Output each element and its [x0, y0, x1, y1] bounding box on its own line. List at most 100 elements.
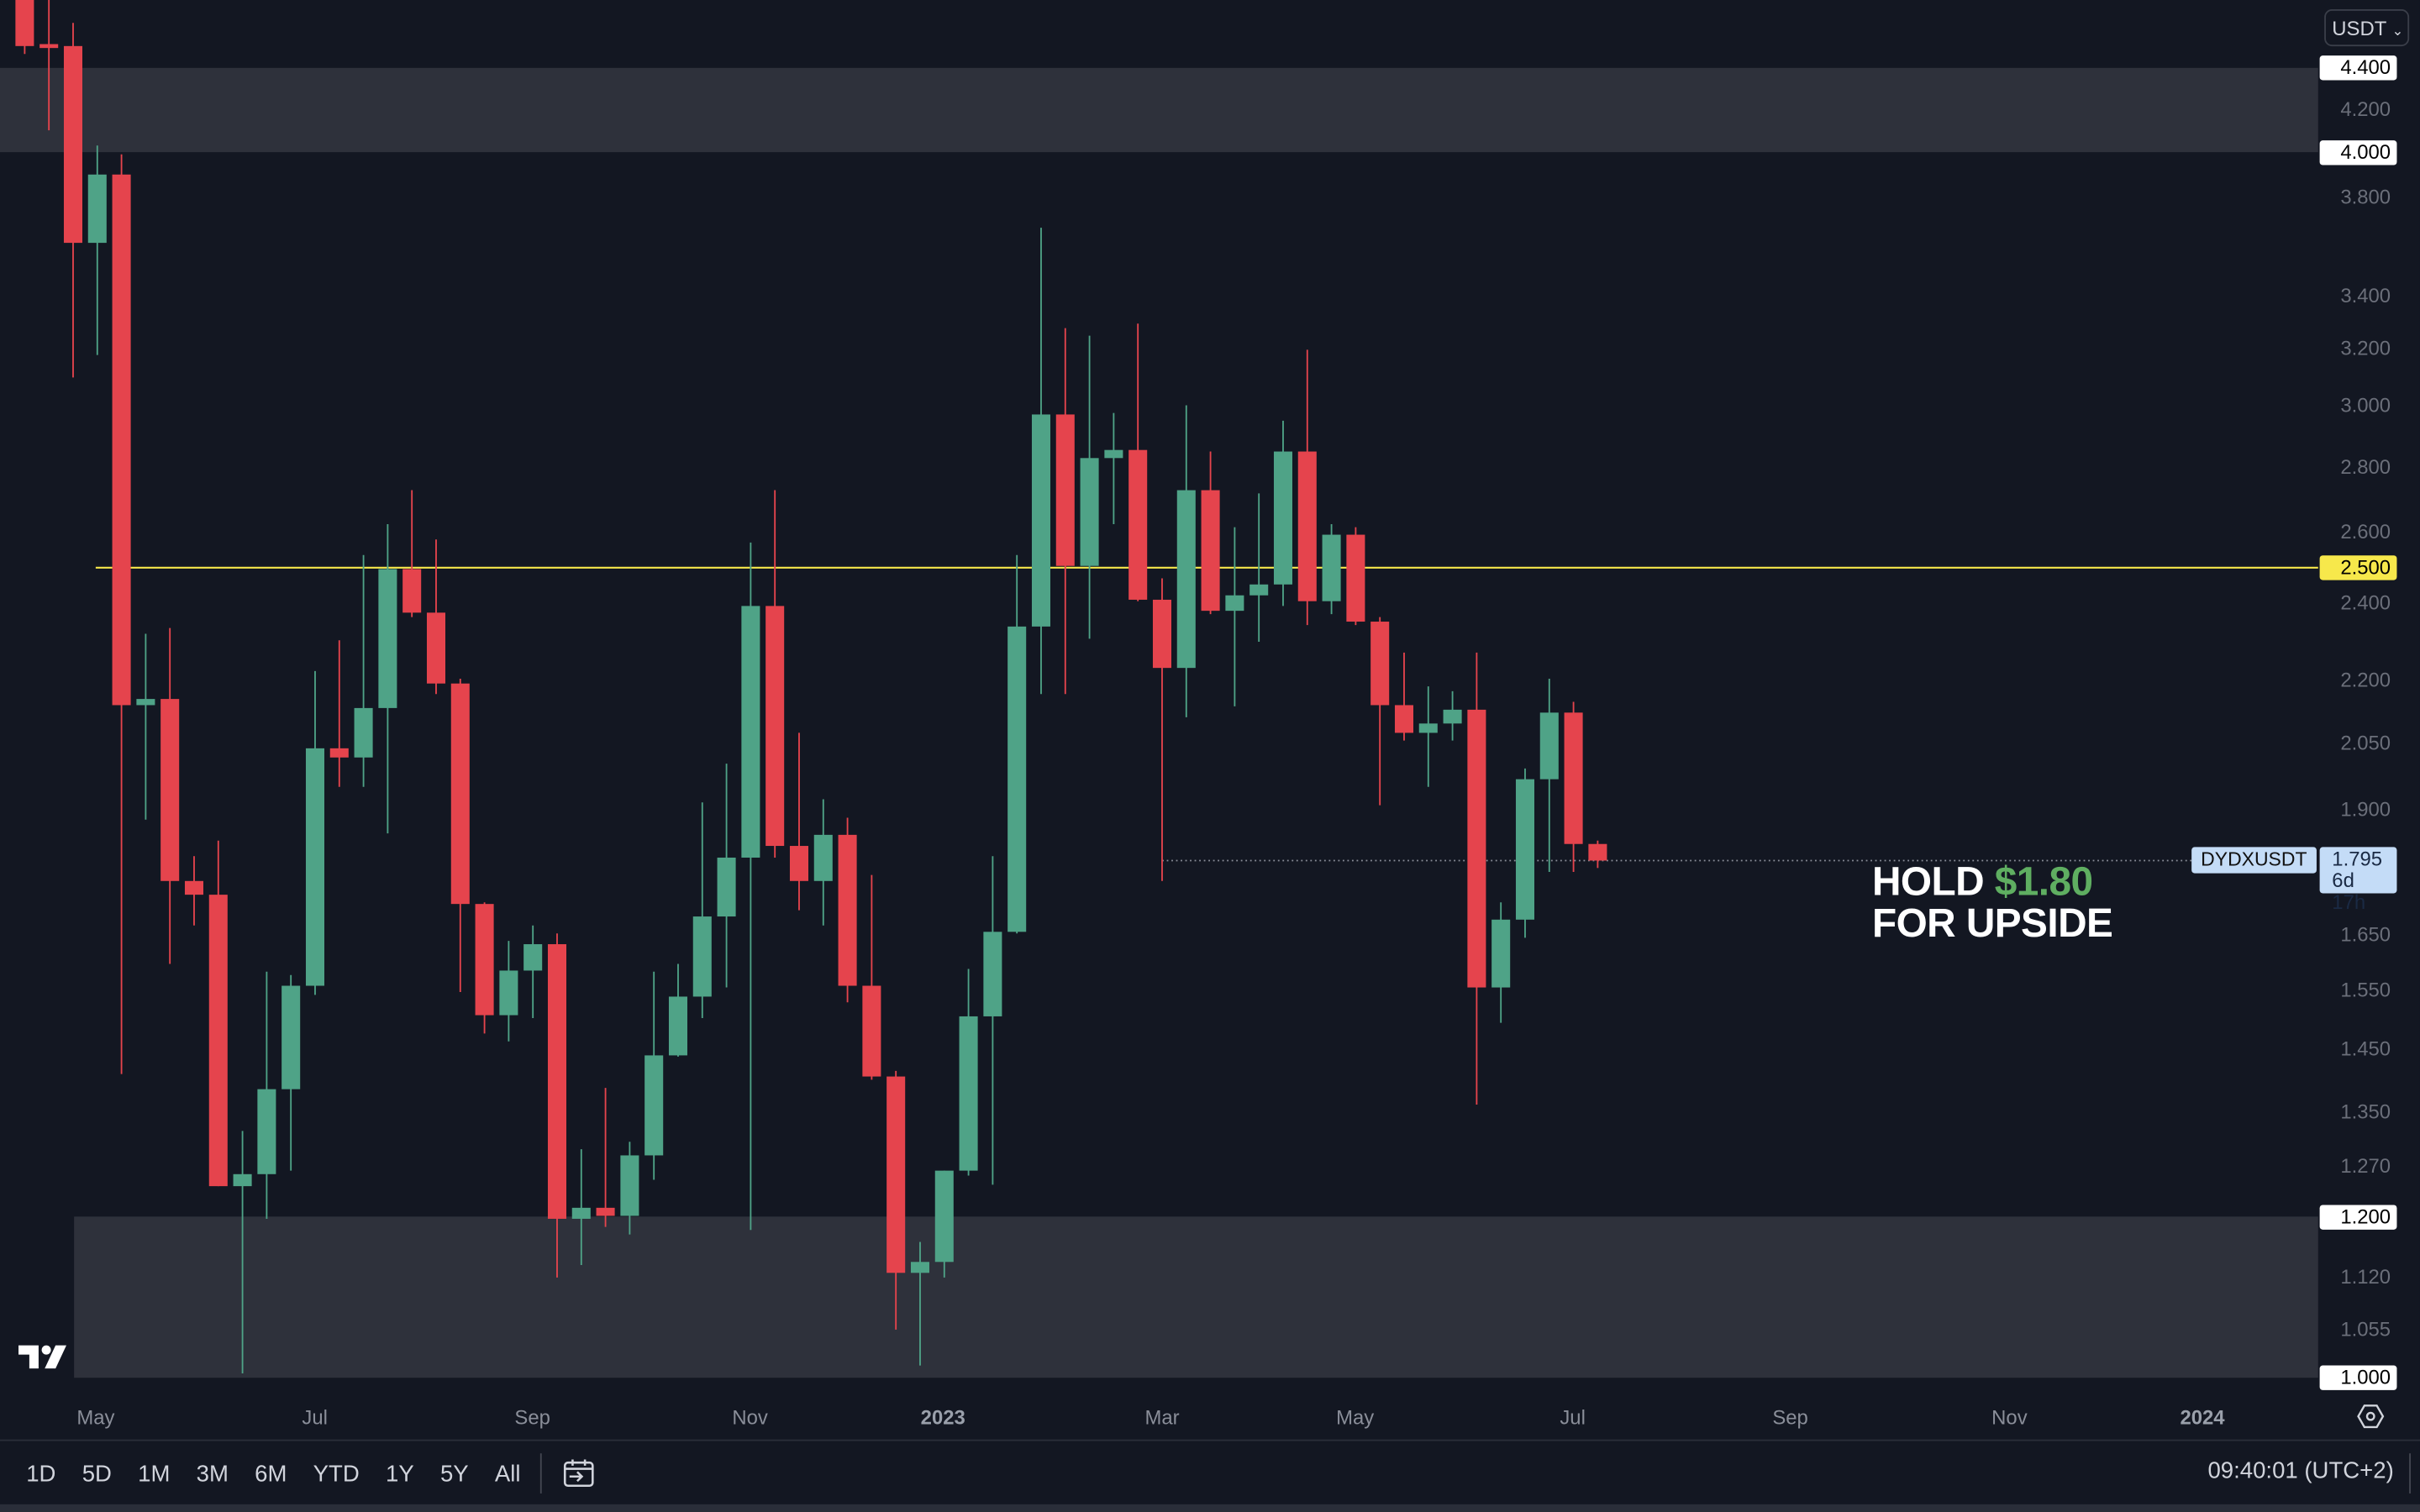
candle-body	[1201, 490, 1220, 612]
candle-body	[136, 699, 155, 706]
candle-body	[1128, 449, 1148, 600]
candle-body	[959, 1016, 978, 1171]
timeframe-button[interactable]: 1M	[138, 1460, 171, 1487]
timeframe-button[interactable]: 5Y	[439, 1460, 469, 1487]
separator	[540, 1453, 543, 1494]
candle-body	[499, 970, 518, 1016]
candle-body	[329, 748, 349, 758]
price-tick-label: 3.000	[2340, 394, 2391, 417]
candle-body	[1564, 712, 1583, 844]
candle-body	[692, 916, 712, 997]
price-tick-label: 1.900	[2340, 797, 2391, 822]
current-price-label: 1.795 6d 17h	[2319, 846, 2397, 912]
candle-body	[983, 932, 1002, 1016]
timeframe-button[interactable]: YTD	[313, 1460, 360, 1487]
candle-body	[1370, 622, 1390, 706]
price-tick-label: 1.270	[2340, 1153, 2391, 1178]
candle-body	[39, 44, 59, 49]
time-tick-label: 2023	[920, 1405, 965, 1429]
candle-body	[1491, 919, 1511, 988]
candle-body	[644, 1055, 664, 1156]
separator	[2409, 1453, 2411, 1494]
candle-body	[354, 707, 373, 758]
candle-body	[1322, 534, 1341, 601]
candle-body	[1152, 599, 1172, 669]
candle-body	[596, 1207, 615, 1216]
candlestick-chart[interactable]	[0, 0, 2420, 1440]
timeframe-button[interactable]: All	[494, 1460, 521, 1487]
candle-body	[1394, 705, 1414, 733]
price-tick-label: 1.350	[2340, 1100, 2391, 1124]
candle-body	[233, 1173, 252, 1187]
price-tick-label: 1.000	[2319, 1365, 2397, 1390]
candle-body	[1080, 458, 1099, 566]
candle-body	[475, 904, 494, 1016]
candle-body	[1176, 490, 1196, 669]
candle-body	[1443, 709, 1462, 724]
price-zone	[74, 1216, 2318, 1378]
annotation-price: $1.80	[1994, 858, 2093, 905]
price-tick-label: 3.400	[2340, 283, 2391, 307]
price-tick-label: 2.050	[2340, 730, 2391, 754]
timeframe-button[interactable]: 3M	[196, 1460, 229, 1487]
time-tick-label: Nov	[732, 1405, 768, 1429]
time-tick-label: Sep	[514, 1405, 550, 1429]
clock-timezone[interactable]: 09:40:01 (UTC+2)	[2207, 1457, 2394, 1484]
bar-countdown: 6d 17h	[2332, 868, 2366, 913]
candle-body	[789, 846, 809, 881]
tradingview-logo[interactable]	[18, 1342, 71, 1370]
candle-body	[87, 174, 107, 244]
price-tick-label: 2.400	[2340, 591, 2391, 615]
time-tick-label: May	[76, 1405, 115, 1429]
time-tick-label: Sep	[1772, 1405, 1808, 1429]
calendar-range-icon[interactable]	[562, 1457, 596, 1490]
annotation-line2: FOR UPSIDE	[1871, 899, 2113, 946]
currency-selector[interactable]: USDT ⌄	[2324, 9, 2410, 47]
timeframe-button[interactable]: 1D	[26, 1460, 56, 1487]
candle-body	[862, 985, 881, 1077]
price-tick-label: 1.650	[2340, 922, 2391, 946]
candle-body	[838, 834, 857, 986]
chart-annotation: HOLD $1.80 FOR UPSIDE	[1871, 858, 2113, 946]
annotation-line1: HOLD	[1871, 858, 1995, 905]
price-tick-label: 2.500	[2319, 555, 2397, 580]
candle-body	[571, 1207, 591, 1219]
price-tick-label: 2.600	[2340, 520, 2391, 544]
bottom-strip	[0, 1504, 2420, 1512]
candle-body	[934, 1170, 954, 1263]
candle-body	[1539, 712, 1559, 780]
settings-icon[interactable]	[2357, 1404, 2385, 1429]
candle-body	[378, 569, 397, 708]
time-tick-label: Nov	[1991, 1405, 2028, 1429]
price-tick-label: 1.550	[2340, 978, 2391, 1001]
candle-body	[257, 1089, 276, 1174]
candle-body	[1007, 626, 1027, 932]
candle-body	[450, 683, 470, 905]
time-tick-label: Jul	[302, 1405, 328, 1429]
current-price-value: 1.795	[2332, 846, 2383, 870]
price-tick-label: 4.200	[2340, 97, 2391, 120]
candle-body	[402, 569, 422, 613]
candle-body	[741, 606, 760, 858]
timeframe-button[interactable]: 5D	[82, 1460, 112, 1487]
candle-body	[765, 606, 785, 847]
candle-body	[668, 996, 688, 1056]
timeframe-button[interactable]: 6M	[255, 1460, 287, 1487]
time-tick-label: May	[1336, 1405, 1375, 1429]
candle-body	[1346, 534, 1365, 622]
candle-body	[1588, 843, 1607, 861]
price-tick-label: 1.200	[2319, 1204, 2397, 1229]
candle-body	[1225, 595, 1244, 612]
bottom-toolbar: 1D 5D 1M 3M 6M YTD 1Y 5Y All	[0, 1439, 2420, 1506]
candle-body	[717, 857, 736, 917]
timeframe-button[interactable]: 1Y	[386, 1460, 414, 1487]
price-tick-label: 1.120	[2340, 1265, 2391, 1289]
candle-body	[1515, 779, 1535, 920]
price-tick-label: 4.000	[2319, 139, 2397, 165]
currency-label: USDT	[2332, 17, 2386, 40]
price-tick-label: 3.800	[2340, 185, 2391, 208]
time-tick-label: Mar	[1144, 1405, 1180, 1429]
candle-body	[281, 985, 301, 1089]
price-tick-label: 2.200	[2340, 668, 2391, 692]
